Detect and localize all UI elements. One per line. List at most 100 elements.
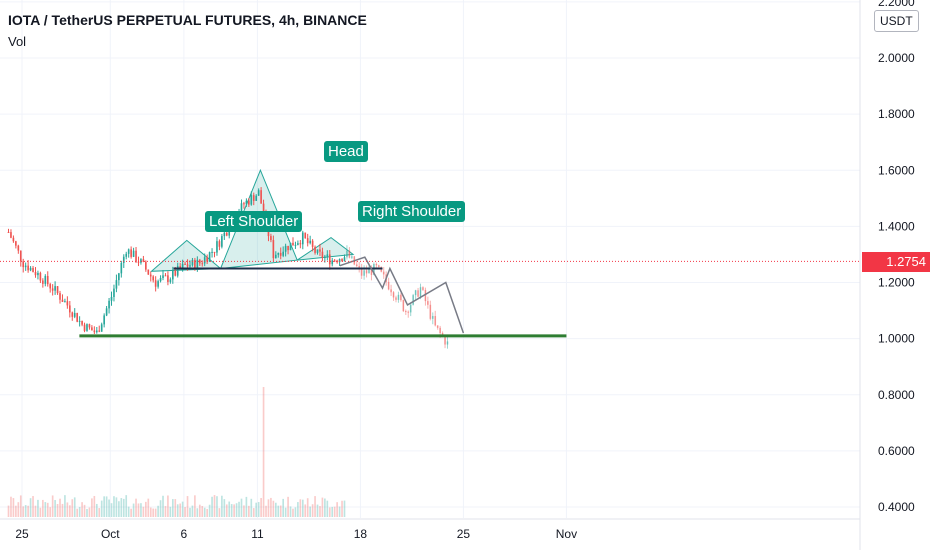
volume-bar <box>311 504 314 517</box>
volume-bar <box>39 507 42 517</box>
x-tick-label: 25 <box>15 527 29 541</box>
volume-bar <box>122 498 125 517</box>
candle-body <box>162 275 164 279</box>
y-tick-label: 2.0000 <box>878 51 915 65</box>
candle-body <box>444 336 446 345</box>
candle-body <box>103 315 105 325</box>
volume-bar <box>59 498 61 517</box>
volume-bar <box>147 498 150 517</box>
y-tick-label: 1.6000 <box>878 163 915 177</box>
volume-bar <box>343 500 346 517</box>
head-label[interactable]: Head <box>324 141 368 162</box>
candle-body <box>76 312 79 322</box>
candle-body <box>159 278 162 282</box>
candle-body <box>73 312 76 317</box>
candle-body <box>294 244 297 246</box>
candle-body <box>218 241 221 247</box>
candle-body <box>351 256 353 258</box>
right-shoulder-label[interactable]: Right Shoulder <box>358 201 466 222</box>
volume-bar <box>319 506 321 517</box>
volume-bar <box>292 508 294 517</box>
candle-body <box>297 243 299 245</box>
candle-body <box>252 195 255 201</box>
candle-body <box>277 252 280 255</box>
candle-body <box>287 245 289 251</box>
volume-bar <box>331 506 334 517</box>
volume-bar <box>198 504 201 517</box>
candle-body <box>186 264 189 267</box>
volume-bar <box>328 507 331 517</box>
candle-body <box>196 259 199 269</box>
candle-body <box>260 190 262 204</box>
volume-bar <box>29 498 32 517</box>
candle-body <box>243 203 245 205</box>
candle-body <box>59 293 61 300</box>
candle-body <box>279 252 282 256</box>
volume-bar <box>272 500 275 517</box>
volume-bar <box>282 498 285 517</box>
candle-body <box>118 273 120 281</box>
volume-bar <box>235 503 238 517</box>
candle-body <box>319 249 321 252</box>
candle-body <box>203 257 206 264</box>
candle-body <box>363 270 365 276</box>
volume-bar <box>206 508 208 517</box>
candle-body <box>191 259 194 266</box>
candle-body <box>135 250 137 262</box>
y-tick-label: 0.4000 <box>878 500 915 514</box>
candle-body <box>333 260 336 262</box>
candle-body <box>397 294 400 300</box>
volume-bar <box>83 504 86 517</box>
candle-body <box>412 295 414 305</box>
candle-body <box>375 263 378 266</box>
y-tick-label: 0.6000 <box>878 444 915 458</box>
volume-bar <box>243 505 245 517</box>
volume-bar <box>196 508 199 517</box>
candle-body <box>272 240 275 259</box>
x-tick-label: 11 <box>251 527 264 541</box>
volume-bar <box>120 498 123 517</box>
candle-body <box>274 254 277 259</box>
candle-body <box>331 260 334 265</box>
volume-bar <box>78 506 81 517</box>
y-tick-label: 1.4000 <box>878 219 915 233</box>
volume-bar <box>287 496 289 517</box>
candle-body <box>346 250 348 258</box>
left-shoulder-label[interactable]: Left Shoulder <box>205 211 303 232</box>
candle-body <box>284 245 287 252</box>
candle-body <box>120 263 123 274</box>
candle-body <box>46 275 49 285</box>
volume-bar <box>154 508 157 517</box>
candle-body <box>154 280 157 287</box>
volume-bar <box>218 508 221 517</box>
volume-bar <box>167 495 169 517</box>
candle-body <box>68 305 71 313</box>
candle-body <box>336 260 338 263</box>
candle-body <box>15 241 17 246</box>
volume-bar <box>221 495 223 517</box>
currency-unit-button[interactable]: USDT <box>874 10 919 32</box>
volume-bar <box>34 505 37 517</box>
candle-body <box>122 256 125 264</box>
candle-body <box>407 311 410 313</box>
candle-body <box>390 289 392 293</box>
volume-bar <box>179 503 182 517</box>
volume-bar <box>186 496 189 517</box>
candle-body <box>223 232 226 237</box>
volume-bar <box>137 503 140 517</box>
candle-body <box>83 324 86 331</box>
candle-body <box>309 240 311 244</box>
candle-body <box>343 257 346 262</box>
candle-body <box>93 330 96 333</box>
volume-bar <box>338 506 341 517</box>
volume-bar <box>152 508 155 517</box>
candle-body <box>27 265 29 271</box>
volume-bar <box>115 497 118 517</box>
candle-body <box>348 250 351 258</box>
volume-bar <box>49 507 52 517</box>
candle-body <box>314 246 316 253</box>
volume-bar <box>324 498 326 517</box>
candle-body <box>100 324 103 332</box>
